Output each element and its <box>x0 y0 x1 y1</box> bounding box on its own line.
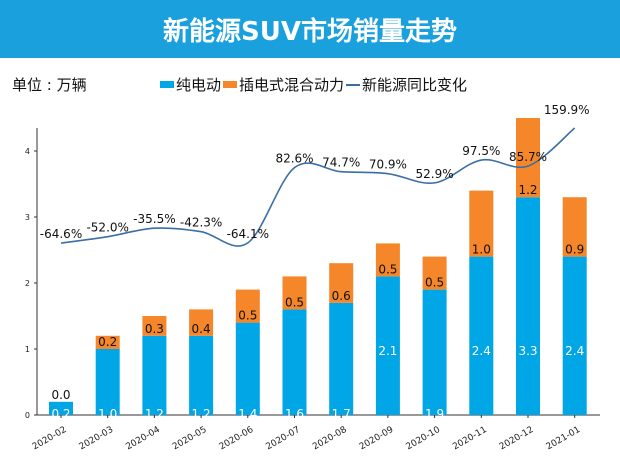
bar-bev <box>516 197 540 415</box>
phev-value-label: 0.9 <box>565 243 584 257</box>
yoy-value-label: -64.6% <box>40 227 82 241</box>
legend-label-phev: 插电式混合动力 <box>239 76 345 94</box>
legend-label-bev: 纯电动 <box>176 76 222 94</box>
bar-phev <box>422 256 447 290</box>
phev-value-label: 0.2 <box>98 335 117 349</box>
bev-value-label: 0.2 <box>51 407 70 421</box>
bar-phev <box>235 289 260 323</box>
bev-value-label: 2.1 <box>378 344 397 358</box>
bar-phev <box>516 118 540 198</box>
bar-bev <box>282 309 307 415</box>
bar-phev <box>189 309 214 336</box>
yoy-value-label: 97.5% <box>462 144 500 158</box>
yoy-value-label: -64.1% <box>227 227 269 241</box>
chart-title: 新能源SUV市场销量走势 <box>163 16 457 47</box>
bar-bev <box>189 335 214 415</box>
phev-value-label: 1.2 <box>518 183 537 197</box>
yoy-value-label: -52.0% <box>86 221 128 235</box>
bev-value-label: 2.4 <box>472 344 491 358</box>
bar-bev <box>329 302 354 415</box>
x-tick-label: 2020-10 <box>405 425 443 453</box>
x-tick-label: 2020-03 <box>78 425 116 452</box>
y-tick-label: 2 <box>25 279 30 288</box>
y-tick-label: 4 <box>25 147 30 156</box>
phev-value-label: 0.3 <box>145 322 164 336</box>
legend-swatch-yoy <box>346 83 361 86</box>
phev-value-label: 0.5 <box>285 295 304 309</box>
x-tick-label: 2020-05 <box>171 425 209 452</box>
bar-phev <box>329 263 354 303</box>
bev-value-label: 1.0 <box>98 407 117 421</box>
bar-phev <box>95 335 120 349</box>
x-tick-label: 2021-01 <box>545 425 583 452</box>
x-tick-label: 2020-06 <box>218 425 256 453</box>
x-tick-label: 2020-02 <box>31 425 69 452</box>
bev-value-label: 1.2 <box>145 407 164 421</box>
bar-bev <box>142 335 167 415</box>
phev-value-label: 0.5 <box>378 262 397 276</box>
legend-item-phev: 插电式混合动力 <box>223 74 344 95</box>
bar-bev <box>95 349 120 415</box>
legend-item-yoy: 新能源同比变化 <box>346 74 467 95</box>
legend-label-yoy: 新能源同比变化 <box>362 76 468 94</box>
unit-label: 单位 : 万辆 <box>12 76 87 94</box>
bar-phev <box>562 197 587 257</box>
legend-item-bev: 纯电动 <box>160 74 221 95</box>
bev-value-label: 1.2 <box>192 407 211 421</box>
bev-value-label: 1.6 <box>285 407 304 421</box>
yoy-value-label: 74.7% <box>322 156 360 170</box>
bar-bev <box>375 276 400 415</box>
bar-bev <box>562 256 587 415</box>
yoy-value-label: 70.9% <box>369 158 407 172</box>
yoy-line <box>60 127 576 247</box>
y-tick-label: 3 <box>25 213 30 222</box>
x-tick-label: 2020-09 <box>358 425 396 453</box>
yoy-value-label: 159.9% <box>544 103 590 117</box>
title-banner: 新能源SUV市场销量走势 <box>0 0 620 58</box>
phev-value-label: 0.4 <box>192 322 211 336</box>
legend-swatch-bev <box>160 81 174 88</box>
x-tick-label: 2020-12 <box>498 425 536 452</box>
bar-bev <box>469 256 494 415</box>
bar-phev <box>469 190 494 257</box>
bev-value-label: 3.3 <box>518 344 537 358</box>
bev-value-label: 1.9 <box>425 407 444 421</box>
phev-value-label: 0.5 <box>238 309 257 323</box>
y-tick-label: 0 <box>25 411 30 420</box>
phev-value-label: 0.5 <box>425 276 444 290</box>
yoy-value-label: 52.9% <box>416 167 454 181</box>
phev-value-label: 0.6 <box>332 289 351 303</box>
yoy-value-label: 85.7% <box>509 150 547 164</box>
yoy-value-label: -42.3% <box>180 216 222 230</box>
bar-bev <box>49 401 73 415</box>
bev-value-label: 1.4 <box>238 407 257 421</box>
bar-phev <box>282 276 307 310</box>
bev-value-label: 2.4 <box>565 344 584 358</box>
x-tick-label: 2020-11 <box>451 425 489 452</box>
phev-value-label: 1.0 <box>472 243 491 257</box>
bar-bev <box>235 322 260 415</box>
bar-bev <box>422 289 447 415</box>
bar-phev <box>142 316 167 336</box>
legend: 纯电动 插电式混合动力 新能源同比变化 <box>160 74 469 95</box>
yoy-value-label: -35.5% <box>133 212 175 226</box>
y-tick-label: 1 <box>25 345 30 354</box>
bev-value-label: 1.7 <box>332 407 351 421</box>
legend-swatch-phev <box>223 81 238 88</box>
yoy-value-label: 82.6% <box>275 152 313 166</box>
x-tick-label: 2020-08 <box>311 425 349 453</box>
phev-value-label: 0.0 <box>51 388 70 402</box>
x-tick-label: 2020-07 <box>264 425 302 452</box>
bar-phev <box>375 243 400 277</box>
x-tick-label: 2020-04 <box>124 425 162 453</box>
